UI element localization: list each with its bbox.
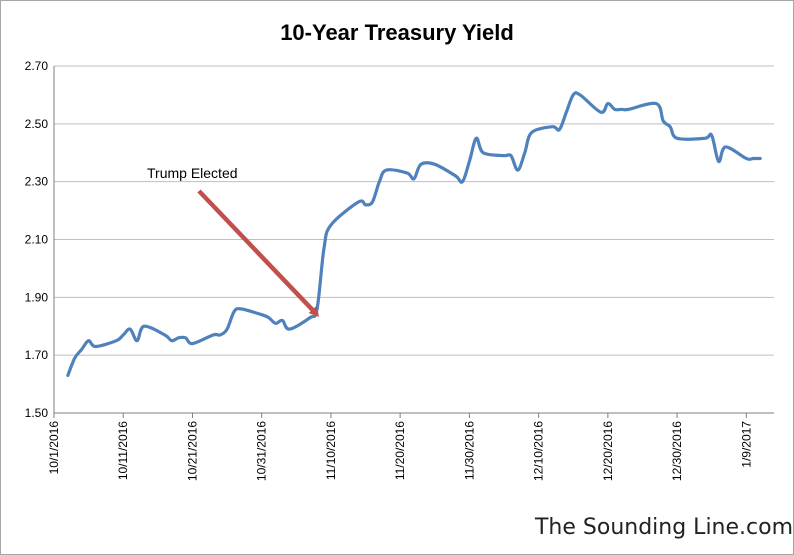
y-tick-label: 2.30 — [25, 175, 49, 189]
x-tick-label: 10/21/2016 — [185, 421, 199, 481]
y-tick-label: 2.70 — [25, 59, 49, 73]
chart-title: 10-Year Treasury Yield — [280, 20, 514, 45]
y-tick-label: 2.50 — [25, 117, 49, 131]
x-tick-label: 1/9/2017 — [739, 421, 753, 468]
axes — [53, 66, 774, 418]
series-line — [66, 91, 762, 378]
annotation-arrow — [197, 189, 320, 317]
x-tick-label: 12/20/2016 — [601, 421, 615, 481]
x-tick-label: 12/30/2016 — [670, 421, 684, 481]
x-tick-label: 10/31/2016 — [255, 421, 269, 481]
gridlines — [54, 65, 774, 356]
y-tick-label: 1.90 — [25, 290, 49, 304]
annotation-label: Trump Elected — [147, 165, 238, 181]
series-layer — [66, 91, 762, 378]
x-tick-label: 10/1/2016 — [47, 421, 61, 475]
x-tick-labels: 10/1/2016 10/11/2016 10/21/2016 10/31/2016 1… — [47, 421, 753, 481]
y-tick-label: 1.50 — [25, 406, 49, 420]
y-tick-label: 1.70 — [25, 348, 49, 362]
x-tick-label: 11/10/2016 — [324, 421, 338, 480]
y-tick-label: 2.10 — [25, 233, 49, 247]
annotation-layer: Trump Elected — [147, 165, 320, 317]
y-tick-labels: 1.50 1.70 1.90 2.10 2.30 2.50 2.70 — [25, 59, 49, 420]
x-tick-label: 11/20/2016 — [393, 421, 407, 480]
x-tick-label: 11/30/2016 — [462, 421, 476, 480]
watermark-text: The Sounding Line.com — [534, 515, 793, 540]
x-tick-label: 12/10/2016 — [532, 421, 546, 481]
x-tick-label: 10/11/2016 — [116, 421, 130, 480]
